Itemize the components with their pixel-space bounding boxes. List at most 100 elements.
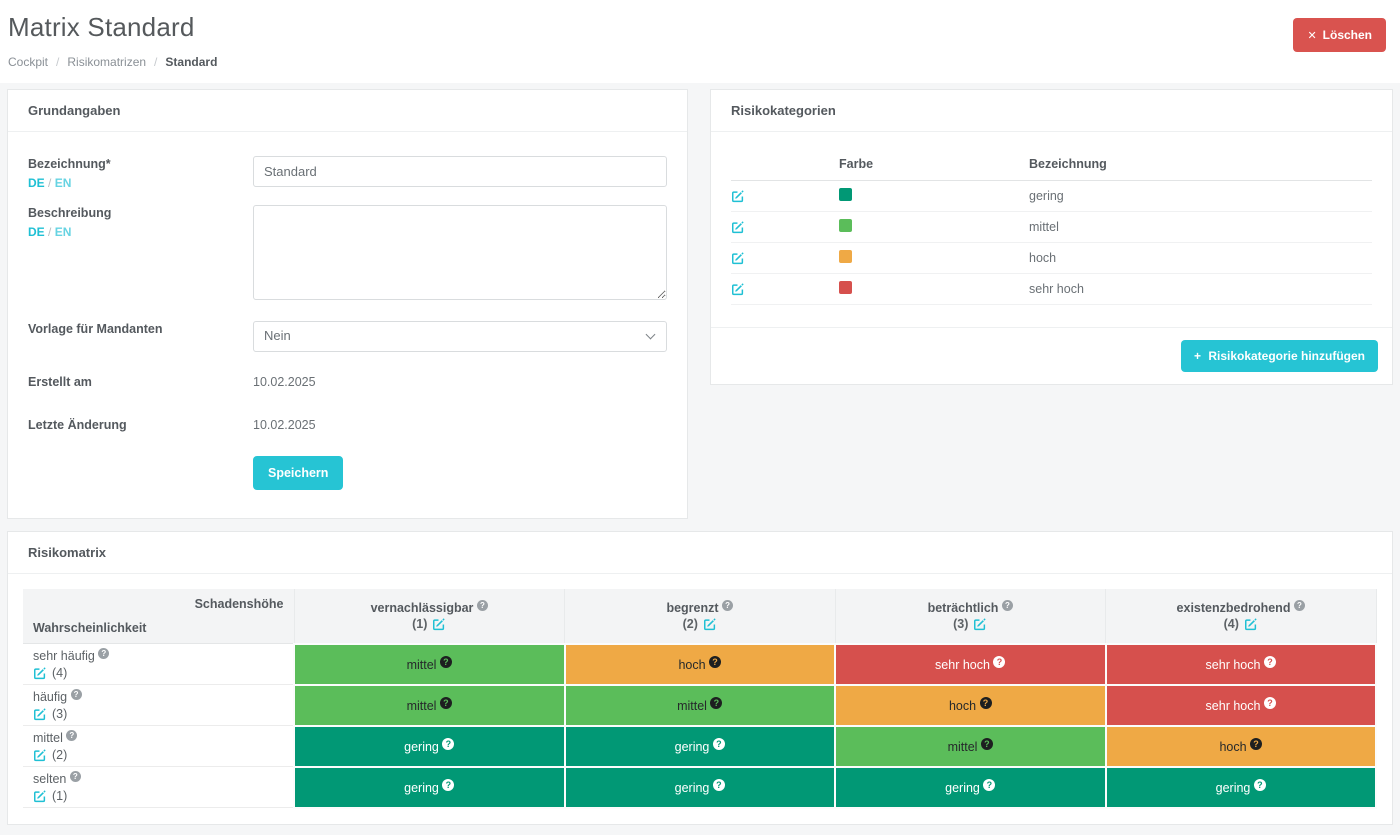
risikokategorien-panel-title: Risikokategorien: [711, 90, 1392, 132]
help-icon[interactable]: ?: [979, 697, 992, 710]
matrix-cell: hoch ?: [834, 683, 1107, 727]
table-row: hoch: [731, 242, 1372, 274]
delete-button[interactable]: ✕ Löschen: [1293, 18, 1386, 52]
edit-icon[interactable]: [973, 617, 987, 631]
help-icon[interactable]: ?: [66, 730, 78, 742]
help-icon[interactable]: ?: [439, 656, 452, 669]
edit-icon[interactable]: [33, 748, 47, 762]
add-risikokategorie-label: Risikokategorie hinzufügen: [1208, 349, 1365, 363]
matrix-cell: sehr hoch ?: [1104, 642, 1377, 686]
help-icon[interactable]: ?: [70, 689, 82, 701]
matrix-cell-label: mittel: [406, 699, 437, 714]
matrix-cell-label: hoch: [678, 658, 706, 673]
help-icon[interactable]: ?: [439, 697, 452, 710]
edit-icon[interactable]: [703, 617, 717, 631]
matrix-cell-label: sehr hoch: [1205, 699, 1261, 714]
help-icon[interactable]: ?: [476, 600, 488, 612]
help-icon[interactable]: ?: [983, 779, 996, 792]
matrix-cell: hoch ?: [1104, 724, 1377, 768]
risikokategorien-table: Farbe Bezeichnung gering: [731, 148, 1372, 305]
column-number: (1): [412, 617, 428, 632]
wahrscheinlichkeit-label: Wahrscheinlichkeit: [33, 621, 147, 636]
column-label: vernachlässigbar: [370, 601, 474, 616]
help-icon[interactable]: ?: [712, 779, 725, 792]
row-number: (1): [52, 789, 68, 804]
row-label: mittel: [33, 731, 63, 746]
help-icon[interactable]: ?: [1263, 697, 1276, 710]
matrix-cell-label: gering: [674, 781, 710, 796]
column-label: beträchtlich: [927, 601, 999, 616]
help-icon[interactable]: ?: [1001, 600, 1013, 612]
edit-icon[interactable]: [1244, 617, 1258, 631]
edit-icon[interactable]: [731, 189, 745, 203]
edit-icon[interactable]: [731, 282, 745, 296]
table-row: mittel: [731, 211, 1372, 243]
vorlage-label: Vorlage für Mandanten: [28, 322, 163, 337]
category-label: mittel: [1029, 211, 1372, 243]
edit-icon[interactable]: [731, 220, 745, 234]
risikokategorien-panel: Risikokategorien Farbe Bezeichnung: [710, 89, 1393, 385]
row-label: sehr häufig: [33, 649, 95, 664]
risikomatrix-panel: Risikomatrix Schadenshöhe Wahrscheinlich…: [7, 530, 1393, 825]
help-icon[interactable]: ?: [980, 738, 993, 751]
help-icon[interactable]: ?: [1253, 779, 1266, 792]
edit-icon[interactable]: [33, 666, 47, 680]
edit-icon[interactable]: [432, 617, 446, 631]
help-icon[interactable]: ?: [1293, 600, 1305, 612]
matrix-cell-label: gering: [674, 740, 710, 755]
matrix-cell-label: mittel: [947, 740, 978, 755]
vorlage-select[interactable]: Nein: [253, 321, 667, 353]
help-icon[interactable]: ?: [442, 779, 455, 792]
save-button[interactable]: Speichern: [253, 455, 344, 490]
help-icon[interactable]: ?: [1250, 738, 1263, 751]
help-icon[interactable]: ?: [710, 697, 723, 710]
breadcrumb-cockpit[interactable]: Cockpit: [8, 55, 49, 69]
page-header: Matrix Standard Cockpit / Risikomatrizen…: [0, 0, 1400, 83]
matrix-cell-label: hoch: [1219, 740, 1247, 755]
matrix-cell: mittel ?: [563, 683, 836, 727]
category-label: sehr hoch: [1029, 273, 1372, 305]
table-row: gering: [731, 180, 1372, 212]
beschreibung-textarea[interactable]: [253, 205, 667, 301]
matrix-cell: gering ?: [293, 724, 566, 768]
matrix-row-header: mittel ? (2): [23, 725, 294, 768]
column-header-bezeichnung: Bezeichnung: [1029, 148, 1372, 181]
help-icon[interactable]: ?: [722, 600, 734, 612]
matrix-corner-cell: Schadenshöhe Wahrscheinlichkeit: [23, 588, 295, 645]
lang-de-link[interactable]: DE: [28, 175, 45, 190]
edit-icon[interactable]: [33, 789, 47, 803]
matrix-cell: gering ?: [563, 765, 836, 809]
table-row: sehr hoch: [731, 273, 1372, 305]
matrix-column-header: begrenzt ? (2): [564, 588, 836, 645]
matrix-row-header: sehr häufig ? (4): [23, 643, 294, 686]
color-swatch: [839, 281, 852, 294]
column-number: (3): [953, 617, 969, 632]
matrix-cell-label: hoch: [948, 699, 977, 714]
color-swatch: [839, 250, 852, 263]
edit-icon[interactable]: [731, 251, 745, 265]
matrix-cell-label: gering: [1215, 781, 1251, 796]
column-label: existenzbedrohend: [1176, 601, 1291, 616]
edit-icon[interactable]: [33, 707, 47, 721]
page-title: Matrix Standard: [8, 12, 195, 42]
bezeichnung-input[interactable]: [253, 156, 667, 187]
grundangaben-panel: Grundangaben Bezeichnung* DE / EN: [7, 89, 688, 519]
help-icon[interactable]: ?: [69, 771, 81, 783]
matrix-cell: gering ?: [1104, 765, 1377, 809]
help-icon[interactable]: ?: [1263, 656, 1276, 669]
lang-en-link[interactable]: EN: [54, 224, 72, 239]
matrix-cell: gering ?: [563, 724, 836, 768]
help-icon[interactable]: ?: [709, 656, 722, 669]
add-risikokategorie-button[interactable]: + Risikokategorie hinzufügen: [1180, 340, 1378, 372]
lang-de-link[interactable]: DE: [28, 224, 45, 239]
help-icon[interactable]: ?: [993, 656, 1006, 669]
color-swatch: [839, 219, 852, 232]
color-swatch: [839, 188, 852, 201]
help-icon[interactable]: ?: [442, 738, 455, 751]
breadcrumb-risikomatrizen[interactable]: Risikomatrizen: [67, 55, 147, 69]
help-icon[interactable]: ?: [98, 648, 110, 660]
lang-en-link[interactable]: EN: [54, 175, 72, 190]
letzte-aenderung-value: 10.02.2025: [253, 417, 316, 432]
erstellt-am-value: 10.02.2025: [253, 375, 316, 390]
help-icon[interactable]: ?: [712, 738, 725, 751]
